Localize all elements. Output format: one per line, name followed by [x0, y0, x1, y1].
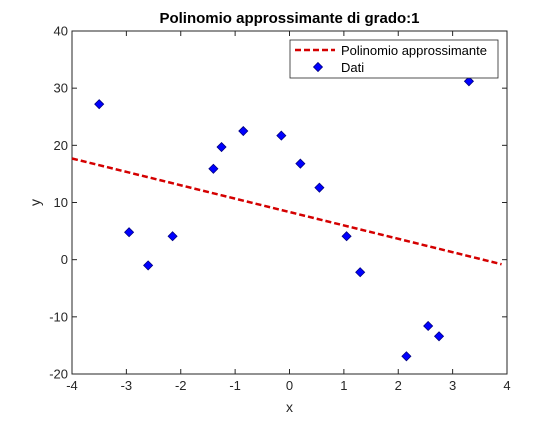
x-tick-label: -3 [121, 378, 133, 393]
data-point [341, 231, 352, 242]
x-axis-label: x [286, 399, 293, 415]
data-point [94, 99, 105, 110]
data-point [463, 76, 475, 87]
data-point [208, 163, 219, 174]
legend-box [289, 39, 499, 79]
data-point [276, 130, 287, 141]
plot-area [71, 30, 508, 375]
legend-label-fit: Polinomio approssimante [341, 43, 487, 58]
x-tick-label: 1 [340, 378, 347, 393]
chart-title: Polinomio approssimante di grado:1 [159, 10, 419, 27]
x-tick-label: 2 [395, 378, 402, 393]
data-point [314, 182, 325, 193]
legend-label-data: Dati [341, 60, 364, 75]
x-tick-label: -4 [66, 378, 78, 393]
data-point [401, 351, 412, 362]
y-tick-label: 40 [54, 24, 68, 39]
data-point [423, 320, 434, 332]
y-tick-label: 0 [61, 252, 68, 267]
data-point [355, 267, 366, 278]
data-point [167, 231, 178, 242]
x-tick-label: -2 [175, 378, 187, 393]
data-point [216, 141, 227, 153]
x-tick-label: -1 [229, 378, 241, 393]
y-tick-label: 10 [54, 195, 68, 210]
y-tick-label: 20 [54, 138, 68, 153]
y-tick-label: 30 [54, 81, 68, 96]
y-tick-label: -20 [49, 367, 68, 382]
data-point [295, 158, 306, 169]
data-point [143, 260, 154, 271]
x-tick-label: 4 [503, 378, 510, 393]
x-tick-label: 0 [286, 378, 293, 393]
x-tick-label: 3 [449, 378, 456, 393]
fit-line [71, 157, 502, 266]
legend-diamond-swatch [312, 61, 324, 73]
legend: Polinomio approssimante Dati [289, 39, 499, 79]
data-point [433, 331, 445, 342]
y-tick-label: -10 [49, 309, 68, 324]
data-point [238, 125, 249, 137]
series-group [71, 76, 502, 362]
data-point [124, 227, 135, 238]
y-axis-label: y [27, 199, 43, 206]
